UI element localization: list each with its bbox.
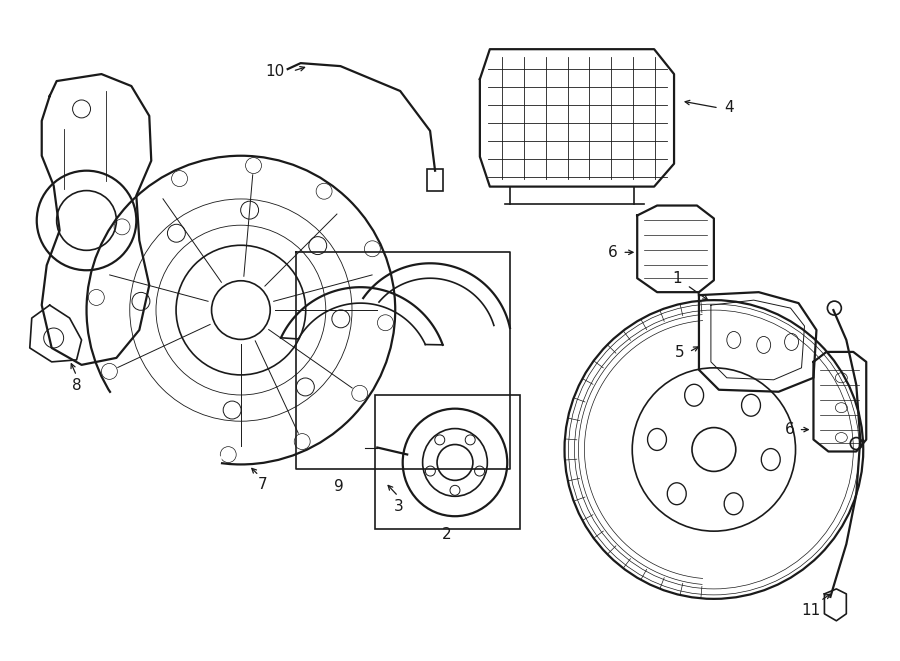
Text: 4: 4 <box>724 100 733 116</box>
Bar <box>375 395 519 529</box>
Text: 10: 10 <box>266 63 284 79</box>
Bar <box>428 169 443 190</box>
Text: 9: 9 <box>334 479 343 494</box>
Text: 5: 5 <box>675 346 685 360</box>
Text: 8: 8 <box>72 378 81 393</box>
Text: 2: 2 <box>442 527 452 541</box>
Text: 3: 3 <box>393 499 403 514</box>
Text: 1: 1 <box>672 271 682 286</box>
Text: 6: 6 <box>608 245 617 260</box>
Text: 6: 6 <box>785 422 795 437</box>
Text: 7: 7 <box>258 477 267 492</box>
Text: 11: 11 <box>801 603 820 618</box>
